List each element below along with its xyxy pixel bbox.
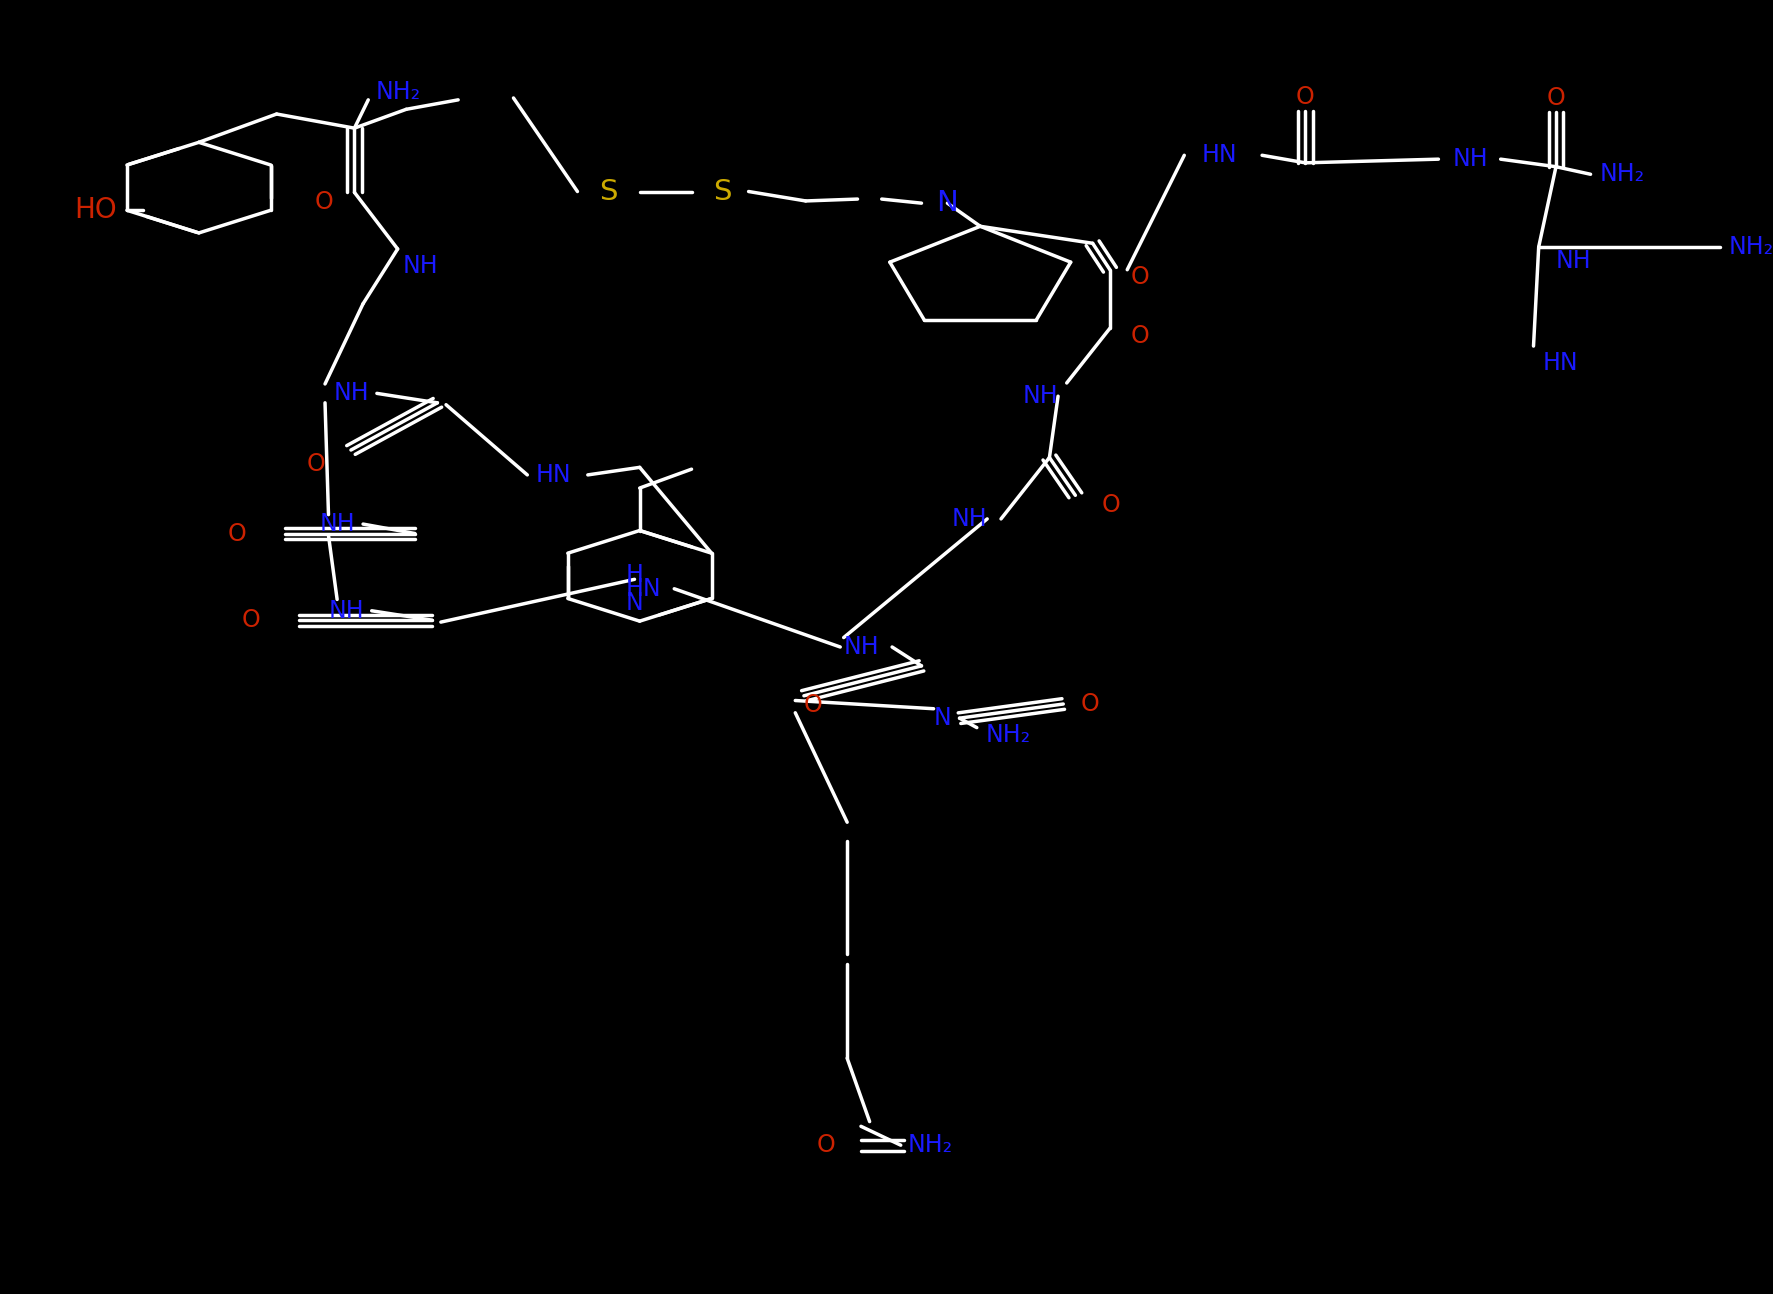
Text: NH₂: NH₂ [374, 80, 420, 105]
Text: O: O [1101, 493, 1119, 516]
Text: HN: HN [626, 577, 661, 600]
Text: N: N [933, 707, 950, 730]
Text: O: O [1129, 265, 1149, 290]
Text: NH: NH [1452, 148, 1488, 171]
Text: S: S [713, 177, 732, 206]
Text: NH: NH [950, 507, 986, 531]
Text: O: O [316, 190, 333, 214]
Text: O: O [1129, 324, 1149, 348]
Text: O: O [307, 452, 324, 476]
Text: H
N: H N [626, 563, 644, 615]
Text: NH: NH [1555, 250, 1590, 273]
Text: NH: NH [1021, 384, 1057, 408]
Text: NH₂: NH₂ [908, 1134, 952, 1157]
Text: N: N [936, 189, 957, 217]
Text: O: O [1546, 85, 1564, 110]
Text: O: O [1296, 85, 1314, 109]
Text: NH: NH [844, 635, 879, 659]
Text: O: O [803, 694, 823, 717]
Text: NH: NH [333, 382, 369, 405]
Text: O: O [816, 1134, 835, 1157]
Text: NH₂: NH₂ [986, 723, 1030, 747]
Text: O: O [227, 521, 246, 546]
Text: NH: NH [328, 599, 363, 622]
Text: O: O [241, 608, 261, 633]
Text: HN: HN [535, 463, 571, 487]
Text: NH₂: NH₂ [1597, 162, 1644, 186]
Text: HO: HO [74, 197, 117, 224]
Text: NH₂: NH₂ [1729, 236, 1773, 259]
Text: NH: NH [402, 254, 438, 278]
Text: HN: HN [1200, 144, 1236, 167]
Text: HN: HN [1541, 351, 1576, 375]
Text: O: O [1080, 692, 1099, 716]
Text: NH: NH [319, 512, 355, 536]
Text: S: S [599, 177, 617, 206]
